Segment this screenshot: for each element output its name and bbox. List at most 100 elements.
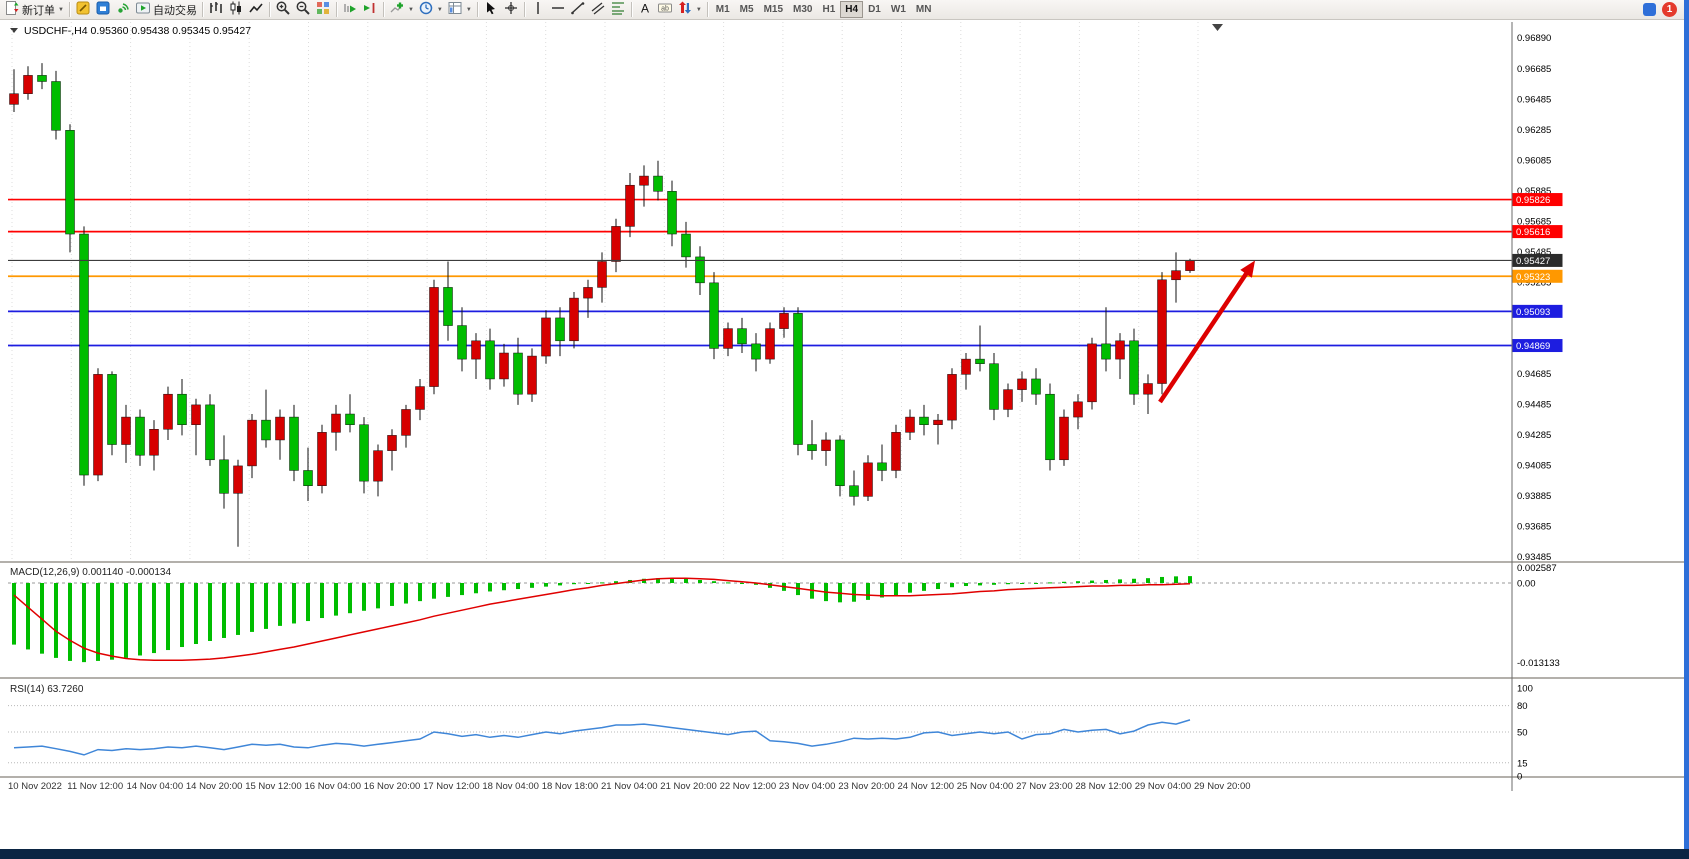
candle-body <box>121 416 131 445</box>
candle-body <box>779 313 789 329</box>
candle-body <box>625 184 635 227</box>
date-label: 29 Nov 04:00 <box>1135 781 1192 792</box>
arrows-button[interactable]: ▼ <box>675 1 704 19</box>
signals-button[interactable] <box>113 1 133 19</box>
new-order-button[interactable]: 新订单 ▼ <box>2 1 66 19</box>
candle-body <box>219 459 229 494</box>
indicators-button[interactable]: ▼ <box>387 1 416 19</box>
timeframe-m15[interactable]: M15 <box>759 1 788 18</box>
chart-shift-marker[interactable] <box>1212 24 1223 31</box>
price-axis-label: 0.95685 <box>1517 217 1551 228</box>
metaeditor-button[interactable] <box>73 1 93 19</box>
price-axis-label: 0.94685 <box>1517 369 1551 380</box>
macd-histogram-bar <box>418 583 422 602</box>
templates-button[interactable]: ▼ <box>445 1 474 19</box>
timeframe-h1[interactable]: H1 <box>817 1 840 18</box>
notification-badge[interactable]: 1 <box>1662 2 1677 17</box>
text-button[interactable]: A <box>635 1 655 19</box>
candle-body <box>681 233 691 258</box>
candle-body <box>191 404 201 425</box>
horizontal-line-button[interactable] <box>548 1 568 19</box>
system-tray: 1 <box>1643 2 1677 17</box>
channel-button[interactable] <box>588 1 608 19</box>
auto-scroll-icon <box>342 0 358 19</box>
line-chart-button[interactable] <box>246 1 266 19</box>
candle-body <box>1017 378 1027 390</box>
date-label: 15 Nov 12:00 <box>245 781 302 792</box>
periods-button[interactable]: ▼ <box>416 1 445 19</box>
toolbar-separator <box>201 2 203 17</box>
timeframe-h4[interactable]: H4 <box>840 1 864 18</box>
date-label: 23 Nov 20:00 <box>838 781 895 792</box>
zoom-in-icon <box>275 0 291 19</box>
candle-body <box>989 363 999 410</box>
candle-body <box>359 424 369 482</box>
timeframe-m5[interactable]: M5 <box>735 1 759 18</box>
chevron-down-icon: ▼ <box>436 6 443 13</box>
macd-histogram-bar <box>558 583 562 586</box>
bar-chart-button[interactable] <box>206 1 226 19</box>
candle-body <box>1003 389 1013 410</box>
candlestick-chart-button[interactable] <box>226 1 246 19</box>
macd-histogram-bar <box>978 583 982 586</box>
macd-histogram-bar <box>1174 576 1178 583</box>
candle-body <box>107 374 117 445</box>
chevron-down-icon: ▼ <box>695 6 702 13</box>
date-label: 18 Nov 18:00 <box>542 781 599 792</box>
cursor-button[interactable] <box>481 1 501 19</box>
trendline-button[interactable] <box>568 1 588 19</box>
autotrading-button[interactable]: 自动交易 <box>133 1 199 19</box>
candle-body <box>961 358 971 375</box>
symbol-dropdown-icon[interactable] <box>10 28 18 33</box>
crosshair-button[interactable] <box>501 1 521 19</box>
candle-body <box>65 130 75 235</box>
ime-icon[interactable] <box>1643 3 1656 16</box>
date-label: 11 Nov 12:00 <box>67 781 123 792</box>
vertical-line-button[interactable] <box>528 1 548 19</box>
timeframe-m1[interactable]: M1 <box>711 1 735 18</box>
price-badge <box>1512 304 1563 318</box>
timeframe-mn[interactable]: MN <box>911 1 937 18</box>
line-chart-icon <box>248 0 264 19</box>
text-icon: A <box>637 0 653 19</box>
price-axis-label: 0.96085 <box>1517 156 1551 167</box>
auto-scroll-button[interactable] <box>340 1 360 19</box>
text-label-button[interactable]: ab <box>655 1 675 19</box>
market-button[interactable] <box>93 1 113 19</box>
zoom-in-button[interactable] <box>273 1 293 19</box>
candle-body <box>135 416 145 456</box>
chart-shift-button[interactable] <box>360 1 380 19</box>
timeframe-d1[interactable]: D1 <box>863 1 886 18</box>
timeframe-m30[interactable]: M30 <box>788 1 817 18</box>
candle-body <box>933 419 943 425</box>
zoom-out-button[interactable] <box>293 1 313 19</box>
candle-body <box>695 256 705 284</box>
trend-arrow[interactable] <box>1158 266 1252 404</box>
macd-histogram-bar <box>348 583 352 614</box>
tile-icon <box>315 0 331 19</box>
date-label: 10 Nov 2022 <box>8 781 62 792</box>
candle-body <box>807 444 817 451</box>
macd-histogram-bar <box>908 583 912 593</box>
tile-windows-button[interactable] <box>313 1 333 19</box>
toolbar-separator <box>268 2 270 17</box>
zoom-out-icon <box>295 0 311 19</box>
price-badge <box>1512 253 1563 267</box>
fibonacci-button[interactable] <box>608 1 628 19</box>
timeframe-w1[interactable]: W1 <box>886 1 911 18</box>
date-label: 22 Nov 12:00 <box>720 781 777 792</box>
toolbar-separator <box>382 2 384 17</box>
price-axis-label: 0.96685 <box>1517 64 1551 75</box>
candle-body <box>9 93 19 105</box>
chart-title: USDCHF-,H4 0.95360 0.95438 0.95345 0.954… <box>24 25 251 37</box>
macd-histogram-bar <box>1160 576 1164 583</box>
macd-histogram-bar <box>82 583 86 663</box>
macd-histogram-bar <box>992 583 996 585</box>
price-axis-label: 0.96285 <box>1517 125 1551 136</box>
candle-body <box>653 175 663 192</box>
candle-body <box>415 386 425 410</box>
candle-body <box>443 287 453 326</box>
price-axis-label: 0.94485 <box>1517 400 1551 411</box>
price-axis-label: 0.96485 <box>1517 95 1551 106</box>
